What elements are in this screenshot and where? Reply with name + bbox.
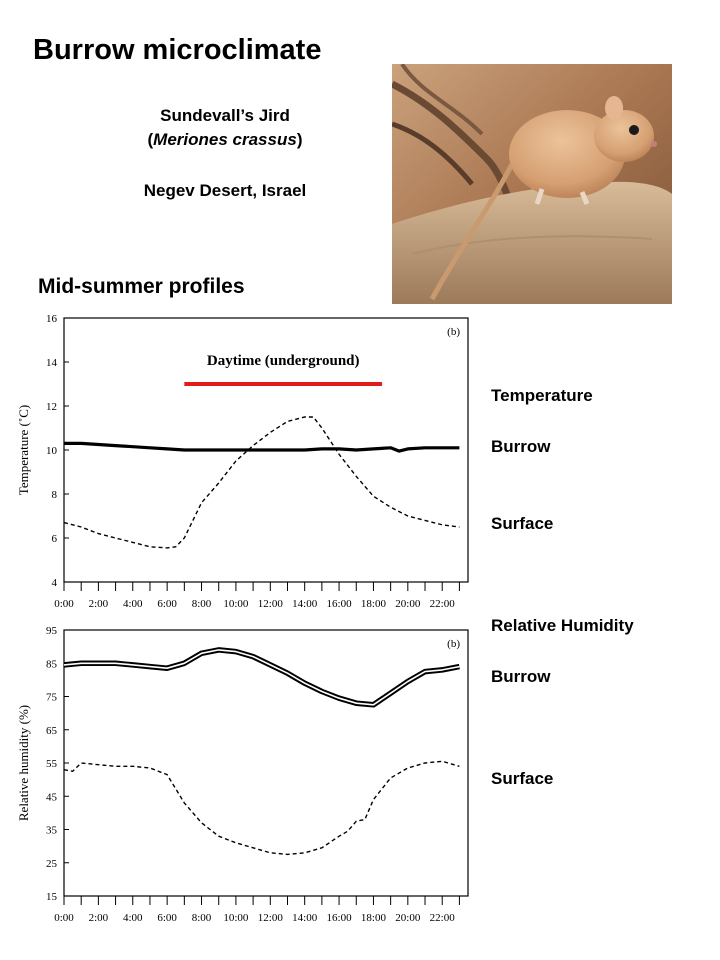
rh-xtick-label: 10:00 xyxy=(223,912,249,924)
section-subtitle: Mid-summer profiles xyxy=(38,275,245,298)
temp-daytime-label: Daytime (underground) xyxy=(207,353,360,369)
species-scientific-name: (Meriones crassus) xyxy=(147,130,303,149)
rh-xtick-label: 2:00 xyxy=(89,912,109,924)
label-temperature-heading: Temperature xyxy=(491,386,593,405)
species-common-name: Sundevall’s Jird xyxy=(160,106,290,125)
rh-xtick-label: 6:00 xyxy=(157,912,177,924)
temp-ytick-label: 6 xyxy=(52,533,58,545)
scientific-name-italic: Meriones crassus xyxy=(153,130,297,149)
rh-xtick-label: 14:00 xyxy=(292,912,318,924)
rh-series-line-burrow xyxy=(63,647,460,708)
rh-ylabel: Relative humidity (%) xyxy=(16,705,31,821)
temp-xtick-label: 4:00 xyxy=(123,598,143,610)
temp-ytick-label: 4 xyxy=(52,577,58,589)
label-rh-surface: Surface xyxy=(491,769,554,788)
temp-ytick-label: 16 xyxy=(46,313,58,325)
species-location: Negev Desert, Israel xyxy=(143,181,307,200)
temp-xtick-label: 10:00 xyxy=(223,598,249,610)
rh-ytick-label: 45 xyxy=(46,791,58,803)
temperature-chart: 4 6 8 10 12 14 16 0:00 2:00 4:00 6:00 8:00 10:00 12:0… xyxy=(16,313,469,610)
temp-ytick-label: 8 xyxy=(52,489,58,501)
temp-ytick-label: 14 xyxy=(46,357,58,369)
rh-xtick-label: 8:00 xyxy=(192,912,212,924)
temp-xtick-label: 8:00 xyxy=(192,598,212,610)
temp-xtick-label: 2:00 xyxy=(89,598,109,610)
rh-ytick-label: 85 xyxy=(46,658,58,670)
label-temp-burrow: Burrow xyxy=(491,437,551,456)
temp-xtick-label: 18:00 xyxy=(361,598,387,610)
rh-xtick-label: 22:00 xyxy=(430,912,456,924)
temp-xtick-label: 16:00 xyxy=(327,598,353,610)
temp-xtick-label: 20:00 xyxy=(395,598,421,610)
rh-xtick-label: 18:00 xyxy=(361,912,387,924)
temp-panel-label: (b) xyxy=(447,326,460,338)
rh-panel-label: (b) xyxy=(447,638,460,650)
temp-xtick-label: 12:00 xyxy=(258,598,284,610)
temp-xtick-label: 6:00 xyxy=(157,598,177,610)
temp-ylabel: Temperature (˚C) xyxy=(16,405,31,495)
rh-ytick-label: 95 xyxy=(46,625,58,637)
rh-ytick-label: 75 xyxy=(46,692,58,704)
rh-plot-frame xyxy=(63,629,469,897)
rh-ytick-label: 25 xyxy=(46,858,58,870)
label-humidity-heading: Relative Humidity xyxy=(491,616,634,635)
temp-series-line-surface xyxy=(63,416,460,549)
temp-xtick-label: 14:00 xyxy=(292,598,318,610)
rh-ytick-label: 55 xyxy=(46,758,58,770)
temp-xtick-label: 22:00 xyxy=(430,598,456,610)
humidity-chart: 15 25 35 45 55 65 75 85 95 0:00 2:00 4:00 6:00 8:00 10… xyxy=(16,625,469,924)
page-title: Burrow microclimate xyxy=(33,34,322,66)
temp-ytick-label: 12 xyxy=(46,401,57,413)
jird-photo xyxy=(390,62,672,304)
rh-series-line-burrow-inner xyxy=(63,649,460,706)
label-temp-surface: Surface xyxy=(491,514,554,533)
rh-ytick-label: 15 xyxy=(46,891,58,903)
temp-ytick-label: 10 xyxy=(46,445,58,457)
rh-ytick-label: 65 xyxy=(46,725,58,737)
rh-xtick-label: 0:00 xyxy=(54,912,74,924)
rh-series-line-surface xyxy=(63,760,460,856)
rh-xtick-label: 20:00 xyxy=(395,912,421,924)
jird-illustration xyxy=(390,62,672,304)
rh-xtick-label: 16:00 xyxy=(327,912,353,924)
rh-xtick-label: 12:00 xyxy=(258,912,284,924)
temp-xtick-label: 0:00 xyxy=(54,598,74,610)
rh-xtick-label: 4:00 xyxy=(123,912,143,924)
temp-series-line-burrow xyxy=(64,441,460,453)
rh-ytick-label: 35 xyxy=(46,825,58,837)
label-rh-burrow: Burrow xyxy=(491,667,551,686)
